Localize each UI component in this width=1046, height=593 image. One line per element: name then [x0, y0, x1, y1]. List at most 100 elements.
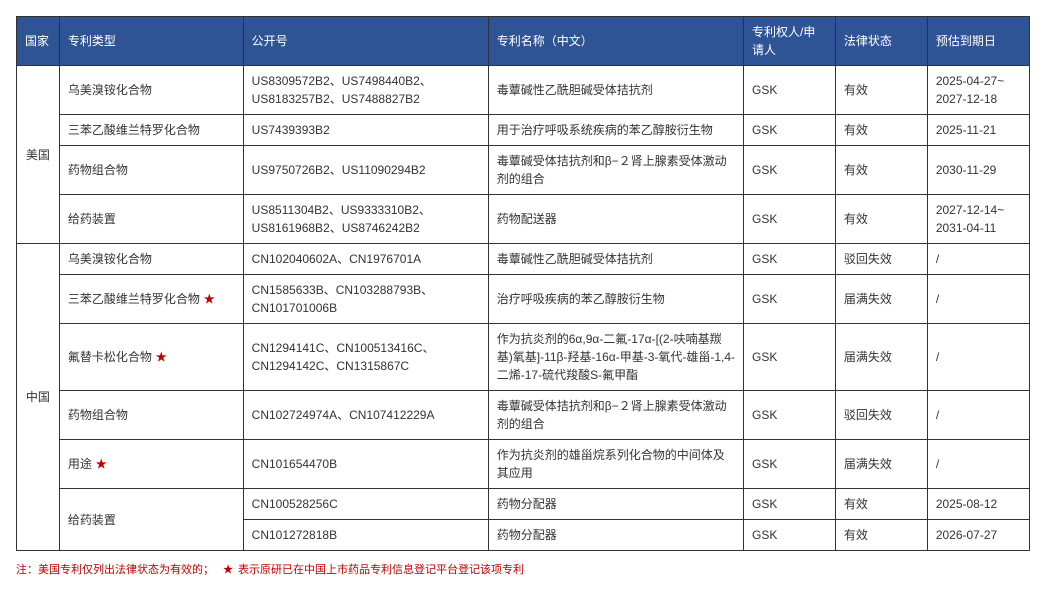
cell-type: 三苯乙酸维兰特罗化合物 [59, 115, 243, 146]
cell-expiry: 2026-07-27 [927, 520, 1029, 551]
cell-pubno: US9750726B2、US11090294B2 [243, 146, 488, 195]
cell-expiry: 2025-11-21 [927, 115, 1029, 146]
cell-title: 药物分配器 [488, 489, 743, 520]
cell-owner: GSK [744, 244, 836, 275]
type-label: 乌美溴铵化合物 [68, 252, 152, 266]
cell-status: 届满失效 [835, 440, 927, 489]
cell-pubno: CN1585633B、CN103288793B、CN101701006B [243, 275, 488, 324]
star-icon: ★ [96, 457, 107, 471]
table-header: 国家 专利类型 公开号 专利名称（中文） 专利权人/申请人 法律状态 预估到期日 [17, 17, 1030, 66]
type-label: 给药装置 [68, 212, 116, 226]
cell-status: 有效 [835, 115, 927, 146]
type-label: 用途 [68, 457, 92, 471]
star-icon: ★ [204, 292, 215, 306]
type-label: 药物组合物 [68, 163, 128, 177]
cell-expiry: / [927, 391, 1029, 440]
cell-expiry: 2030-11-29 [927, 146, 1029, 195]
cell-pubno: CN100528256C [243, 489, 488, 520]
cell-owner: GSK [744, 275, 836, 324]
cell-type: 三苯乙酸维兰特罗化合物 ★ [59, 275, 243, 324]
table-row: 美国乌美溴铵化合物US8309572B2、US7498440B2、US81832… [17, 66, 1030, 115]
cell-expiry: 2025-04-27~ 2027-12-18 [927, 66, 1029, 115]
type-label: 药物组合物 [68, 408, 128, 422]
col-header-pubno: 公开号 [243, 17, 488, 66]
cell-type: 氟替卡松化合物 ★ [59, 324, 243, 391]
table-row: 药物组合物 CN102724974A、CN107412229A毒蕈碱受体拮抗剂和β… [17, 391, 1030, 440]
cell-expiry: / [927, 244, 1029, 275]
footnote-part1: 美国专利仅列出法律状态为有效的； [38, 564, 214, 576]
type-label: 给药装置 [68, 513, 116, 527]
cell-type: 乌美溴铵化合物 [59, 66, 243, 115]
cell-pubno: CN101654470B [243, 440, 488, 489]
table-body: 美国乌美溴铵化合物 US8309572B2、US7498440B2、US81832… [17, 66, 1030, 551]
cell-status: 驳回失效 [835, 391, 927, 440]
col-header-title: 专利名称（中文） [488, 17, 743, 66]
table-row: 中国乌美溴铵化合物CN102040602A、CN1976701A毒蕈碱性乙酰胆碱… [17, 244, 1030, 275]
cell-pubno: CN1294141C、CN100513416C、CN1294142C、CN131… [243, 324, 488, 391]
cell-pubno: CN101272818B [243, 520, 488, 551]
cell-country: 中国 [17, 244, 60, 551]
cell-owner: GSK [744, 489, 836, 520]
table-row: 三苯乙酸维兰特罗化合物US7439393B2用于治疗呼吸系统疾病的苯乙醇胺衍生物… [17, 115, 1030, 146]
col-header-type: 专利类型 [59, 17, 243, 66]
cell-type: 药物组合物 [59, 391, 243, 440]
patent-table-container: 国家 专利类型 公开号 专利名称（中文） 专利权人/申请人 法律状态 预估到期日… [16, 16, 1030, 577]
cell-status: 届满失效 [835, 275, 927, 324]
cell-status: 有效 [835, 520, 927, 551]
cell-expiry: / [927, 275, 1029, 324]
cell-owner: GSK [744, 324, 836, 391]
table-row: 三苯乙酸维兰特罗化合物 ★ CN1585633B、CN103288793B、CN10… [17, 275, 1030, 324]
col-header-expiry: 预估到期日 [927, 17, 1029, 66]
cell-pubno: US8511304B2、US9333310B2、US8161968B2、US87… [243, 195, 488, 244]
table-row: 用途 ★ CN101654470B作为抗炎剂的雄甾烷系列化合物的中间体及其应用GSK… [17, 440, 1030, 489]
cell-title: 毒蕈碱受体拮抗剂和β−２肾上腺素受体激动剂的组合 [488, 146, 743, 195]
cell-expiry: / [927, 440, 1029, 489]
cell-status: 驳回失效 [835, 244, 927, 275]
cell-status: 届满失效 [835, 324, 927, 391]
cell-title: 作为抗炎剂的雄甾烷系列化合物的中间体及其应用 [488, 440, 743, 489]
cell-type: 用途 ★ [59, 440, 243, 489]
cell-title: 作为抗炎剂的6α,9α-二氟-17α-[(2-呋喃基羰基)氧基]-11β-羟基-… [488, 324, 743, 391]
type-label: 乌美溴铵化合物 [68, 83, 152, 97]
type-label: 三苯乙酸维兰特罗化合物 [68, 123, 200, 137]
cell-title: 药物配送器 [488, 195, 743, 244]
footnote: 注：美国专利仅列出法律状态为有效的； ★ 表示原研已在中国上市药品专利信息登记平… [16, 561, 1030, 577]
cell-pubno: US7439393B2 [243, 115, 488, 146]
cell-title: 毒蕈碱受体拮抗剂和β−２肾上腺素受体激动剂的组合 [488, 391, 743, 440]
footnote-prefix: 注： [16, 564, 38, 576]
cell-owner: GSK [744, 195, 836, 244]
cell-owner: GSK [744, 440, 836, 489]
col-header-owner: 专利权人/申请人 [744, 17, 836, 66]
cell-expiry: 2025-08-12 [927, 489, 1029, 520]
col-header-country: 国家 [17, 17, 60, 66]
patent-table: 国家 专利类型 公开号 专利名称（中文） 专利权人/申请人 法律状态 预估到期日… [16, 16, 1030, 551]
type-label: 氟替卡松化合物 [68, 350, 152, 364]
cell-status: 有效 [835, 146, 927, 195]
cell-pubno: CN102724974A、CN107412229A [243, 391, 488, 440]
cell-title: 毒蕈碱性乙酰胆碱受体拮抗剂 [488, 244, 743, 275]
cell-expiry: 2027-12-14~ 2031-04-11 [927, 195, 1029, 244]
cell-status: 有效 [835, 66, 927, 115]
col-header-status: 法律状态 [835, 17, 927, 66]
cell-pubno: CN102040602A、CN1976701A [243, 244, 488, 275]
cell-expiry: / [927, 324, 1029, 391]
table-row: 氟替卡松化合物 ★ CN1294141C、CN100513416C、CN129414… [17, 324, 1030, 391]
cell-title: 治疗呼吸疾病的苯乙醇胺衍生物 [488, 275, 743, 324]
table-row: 给药装置CN100528256C药物分配器GSK有效2025-08-12 [17, 489, 1030, 520]
cell-owner: GSK [744, 391, 836, 440]
cell-owner: GSK [744, 520, 836, 551]
cell-type: 给药装置 [59, 489, 243, 551]
cell-pubno: US8309572B2、US7498440B2、US8183257B2、US74… [243, 66, 488, 115]
table-row: 给药装置 US8511304B2、US9333310B2、US8161968B2、… [17, 195, 1030, 244]
cell-type: 药物组合物 [59, 146, 243, 195]
cell-country: 美国 [17, 66, 60, 244]
cell-owner: GSK [744, 146, 836, 195]
cell-status: 有效 [835, 489, 927, 520]
star-icon: ★ [156, 350, 167, 364]
cell-title: 毒蕈碱性乙酰胆碱受体拮抗剂 [488, 66, 743, 115]
cell-title: 药物分配器 [488, 520, 743, 551]
cell-owner: GSK [744, 66, 836, 115]
footnote-part2: 表示原研已在中国上市药品专利信息登记平台登记该项专利 [238, 564, 524, 576]
cell-owner: GSK [744, 115, 836, 146]
type-label: 三苯乙酸维兰特罗化合物 [68, 292, 200, 306]
